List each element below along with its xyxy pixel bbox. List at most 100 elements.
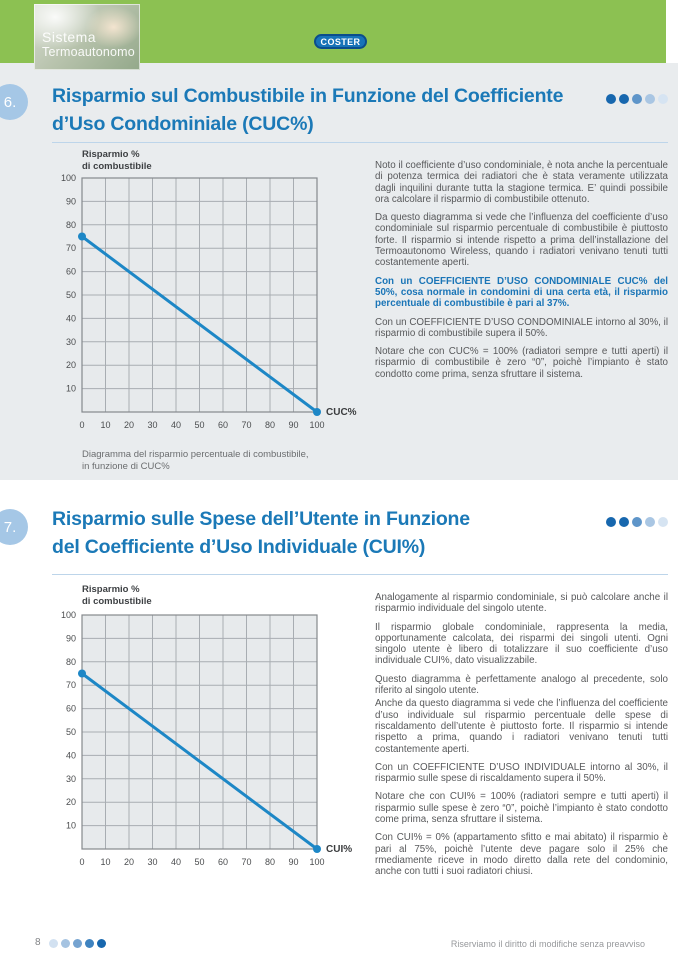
svg-text:100: 100 [309, 420, 324, 430]
body-paragraph: Analogamente al risparmio condominiale, … [375, 592, 668, 615]
svg-text:90: 90 [66, 633, 76, 643]
svg-text:CUI%: CUI% [326, 844, 352, 855]
section-6-divider [52, 142, 668, 143]
body-paragraph: Notare che con CUC% = 100% (radiatori se… [375, 346, 668, 380]
svg-text:10: 10 [66, 821, 76, 831]
svg-text:10: 10 [100, 420, 110, 430]
body-paragraph: Da questo diagramma si vede che l’influe… [375, 212, 668, 269]
svg-text:40: 40 [171, 420, 181, 430]
svg-text:70: 70 [241, 420, 251, 430]
section-7-number-badge: 7. [0, 509, 28, 545]
cuc-chart-caption-line1: Diagramma del risparmio percentuale di c… [82, 449, 309, 460]
progress-dot [619, 94, 629, 104]
progress-dot [73, 939, 82, 948]
body-paragraph: Questo diagramma è perfettamente analogo… [375, 673, 668, 697]
progress-dot [606, 517, 616, 527]
svg-text:CUC%: CUC% [326, 407, 357, 418]
svg-text:60: 60 [66, 267, 76, 277]
section-6-title-line2: d’Uso Condominiale (CUC%) [52, 113, 314, 135]
svg-text:40: 40 [66, 750, 76, 760]
cuc-chart-ylabel: Risparmio % di combustibile [82, 149, 152, 173]
progress-dot [97, 939, 106, 948]
header-photo: Sistema Termoautonomo [34, 4, 140, 70]
svg-text:10: 10 [66, 384, 76, 394]
progress-dot [606, 94, 616, 104]
progress-dot [49, 939, 58, 948]
progress-dot [85, 939, 94, 948]
svg-text:40: 40 [66, 313, 76, 323]
svg-text:90: 90 [288, 857, 298, 867]
cuc-chart-ylabel-line2: di combustibile [82, 161, 152, 172]
cuc-chart-ylabel-line1: Risparmio % [82, 149, 140, 160]
body-paragraph: Con CUI% = 0% (appartamento sfitto e mai… [375, 832, 668, 878]
svg-text:0: 0 [79, 857, 84, 867]
svg-text:20: 20 [124, 420, 134, 430]
cui-chart-ylabel-line2: di combustibile [82, 596, 152, 607]
photo-caption: Sistema Termoautonomo [42, 30, 135, 60]
body-paragraph: Anche da questo diagramma si vede che l’… [375, 698, 668, 755]
svg-text:60: 60 [218, 420, 228, 430]
svg-text:0: 0 [79, 420, 84, 430]
svg-text:20: 20 [66, 797, 76, 807]
cui-chart: 10 20 30 40 50 60 70 80 90 100 0 10 20 30 40 50 60 70 80 90… [50, 605, 372, 884]
svg-text:80: 80 [66, 657, 76, 667]
svg-text:50: 50 [194, 857, 204, 867]
svg-text:40: 40 [171, 857, 181, 867]
svg-text:30: 30 [147, 420, 157, 430]
body-paragraph-highlight: Con un COEFFICIENTE D’USO CONDOMINIALE C… [375, 275, 668, 310]
progress-dot [645, 517, 655, 527]
svg-text:50: 50 [66, 290, 76, 300]
progress-dot [658, 94, 668, 104]
svg-text:70: 70 [66, 243, 76, 253]
section-7-title: Risparmio sulle Spese dell’Utente in Fun… [52, 505, 470, 561]
cui-chart-ylabel-line1: Risparmio % [82, 584, 140, 595]
section-6-text-column: Noto il coefficiente d’uso condominiale,… [375, 160, 668, 387]
svg-text:70: 70 [241, 857, 251, 867]
svg-text:90: 90 [66, 196, 76, 206]
coster-logo: COSTER [314, 34, 367, 49]
svg-text:60: 60 [66, 704, 76, 714]
svg-text:80: 80 [265, 857, 275, 867]
cuc-chart-caption-line2: in funzione di CUC% [82, 461, 170, 472]
svg-text:50: 50 [194, 420, 204, 430]
svg-text:30: 30 [147, 857, 157, 867]
body-paragraph: Il risparmio globale condominiale, rappr… [375, 621, 668, 667]
footer-dots [49, 939, 106, 948]
svg-text:50: 50 [66, 727, 76, 737]
progress-dot [645, 94, 655, 104]
progress-dot [632, 94, 642, 104]
cuc-chart-caption: Diagramma del risparmio percentuale di c… [82, 449, 309, 473]
section-6-number-badge: 6. [0, 84, 28, 120]
svg-text:80: 80 [66, 220, 76, 230]
section-7-progress-dots [606, 517, 668, 527]
section-6-title: Risparmio sul Combustibile in Funzione d… [52, 82, 563, 138]
footer-note: Riserviamo il diritto di modifiche senza… [450, 939, 645, 949]
body-paragraph: Notare che con CUI% = 100% (radiatori se… [375, 791, 668, 826]
svg-text:30: 30 [66, 774, 76, 784]
chart-svg: 10 20 30 40 50 60 70 80 90 100 0 10 20 30 40 50 60 70 80 90… [61, 610, 352, 867]
progress-dot [619, 517, 629, 527]
svg-text:100: 100 [61, 173, 76, 183]
svg-text:10: 10 [100, 857, 110, 867]
progress-dot [61, 939, 70, 948]
section-7-text-column: Analogamente al risparmio condominiale, … [375, 592, 668, 885]
section-7-divider [52, 574, 668, 575]
cuc-chart: 10 20 30 40 50 60 70 80 90 100 0 10 20 30 40 50 60 70 80 90… [50, 168, 372, 447]
cui-chart-ylabel: Risparmio % di combustibile [82, 584, 152, 608]
svg-text:20: 20 [124, 857, 134, 867]
progress-dot [632, 517, 642, 527]
body-paragraph: Con un COEFFICIENTE D’USO CONDOMINIALE i… [375, 316, 668, 339]
svg-text:70: 70 [66, 680, 76, 690]
page-number: 8 [35, 937, 41, 948]
svg-text:100: 100 [61, 610, 76, 620]
svg-text:60: 60 [218, 857, 228, 867]
photo-title-line1: Sistema [42, 29, 97, 45]
svg-text:30: 30 [66, 337, 76, 347]
section-6-title-line1: Risparmio sul Combustibile in Funzione d… [52, 85, 564, 107]
section-7-title-line1: Risparmio sulle Spese dell’Utente in Fun… [52, 508, 470, 530]
body-paragraph: Noto il coefficiente d’uso condominiale,… [375, 160, 668, 205]
svg-text:100: 100 [309, 857, 324, 867]
photo-title-line2: Termoautonomo [42, 45, 135, 59]
svg-text:90: 90 [288, 420, 298, 430]
svg-text:20: 20 [66, 360, 76, 370]
